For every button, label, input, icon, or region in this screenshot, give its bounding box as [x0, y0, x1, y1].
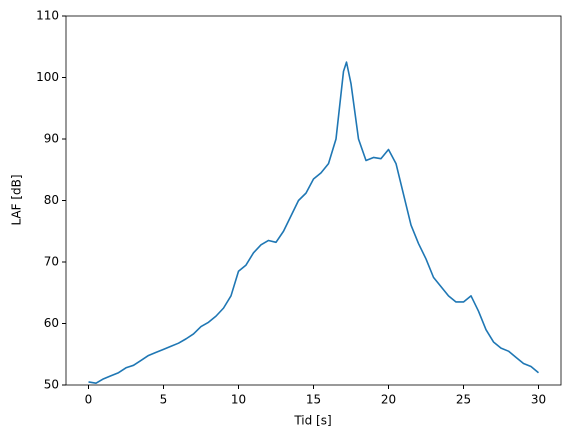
x-axis-label: Tid [s] — [293, 414, 331, 428]
y-tick-label: 80 — [44, 193, 59, 207]
x-tick-label: 0 — [85, 393, 93, 407]
y-tick-label: 110 — [36, 9, 59, 23]
line-series — [88, 61, 540, 384]
y-tick-label: 70 — [44, 255, 59, 269]
plot-frame — [65, 15, 562, 386]
x-tick-label: 25 — [456, 393, 471, 407]
x-tick-label: 15 — [306, 393, 321, 407]
x-tick-label: 30 — [531, 393, 546, 407]
y-tick-label: 90 — [44, 132, 59, 146]
x-tick-label: 20 — [381, 393, 396, 407]
x-tick-label: 5 — [160, 393, 168, 407]
y-tick-label: 60 — [44, 316, 59, 330]
y-axis-label: LAF [dB] — [10, 174, 24, 225]
y-tick-label: 50 — [44, 378, 59, 392]
x-tick-label: 10 — [231, 393, 246, 407]
y-tick-label: 100 — [36, 70, 59, 84]
